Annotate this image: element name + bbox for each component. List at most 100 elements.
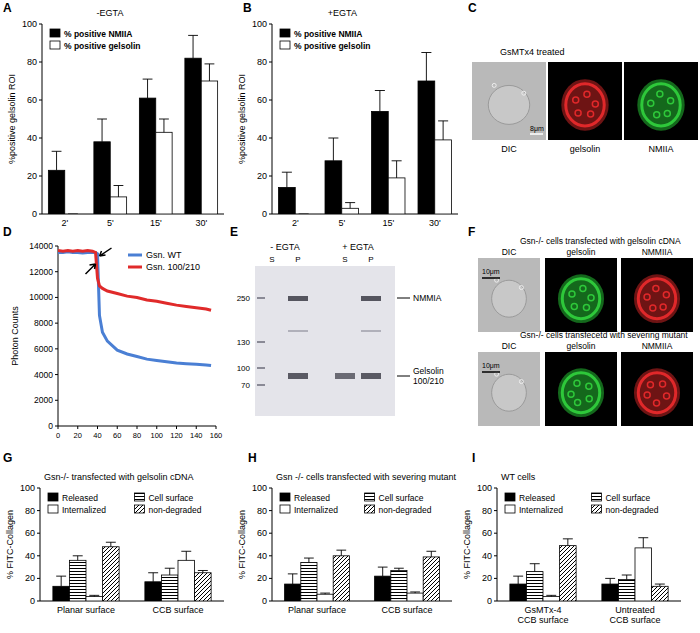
y-tick	[39, 138, 42, 139]
legend-swatch	[128, 254, 142, 257]
x-tick	[117, 426, 118, 429]
y-tick-label: 100	[22, 19, 37, 29]
legend-swatch	[505, 493, 515, 501]
panel-label: G	[3, 451, 12, 465]
y-tick-label: 100	[252, 483, 267, 493]
bar	[285, 584, 301, 601]
marker-label: 100	[237, 364, 251, 373]
cell	[558, 274, 604, 323]
lane-label: S	[342, 255, 347, 264]
x-tick-label: CCB surface	[152, 605, 203, 615]
error-bar	[106, 542, 116, 547]
gel-band	[361, 296, 381, 301]
x-tick-label: UntreatedCCB surface	[609, 605, 660, 625]
error-bar	[378, 567, 388, 576]
image-label: gelsolin	[570, 144, 601, 154]
ring	[592, 101, 598, 107]
bar	[110, 197, 126, 214]
x-tick-label: 40	[93, 431, 101, 440]
ring	[653, 285, 659, 291]
ring	[664, 393, 670, 399]
y-axis	[58, 246, 59, 426]
y-tick-label: 100	[477, 483, 492, 493]
y-tick-label: 40	[257, 133, 267, 143]
y-tick-label: 0	[262, 209, 267, 219]
bar	[69, 560, 86, 601]
ring	[568, 391, 574, 397]
error-bar	[52, 151, 62, 170]
gel-band	[361, 330, 381, 332]
particle	[495, 278, 499, 282]
ring	[586, 396, 592, 402]
legend-swatch	[48, 505, 58, 513]
bar	[652, 586, 669, 601]
cell-outline	[492, 374, 527, 411]
x-tick-label: Planar surface	[288, 605, 346, 615]
panel-title: Gsn-/- cells transfected with gelsolin c…	[520, 236, 681, 246]
legend-label: % positive gelsolin	[64, 41, 141, 51]
x-tick-label: Planar surface	[57, 605, 115, 615]
y-tick	[494, 601, 497, 602]
y-axis-label: %positive gelsolin ROI	[7, 74, 17, 164]
panel-label: D	[3, 225, 12, 239]
ring	[573, 97, 579, 103]
y-tick	[37, 510, 40, 511]
error-bar	[73, 556, 83, 561]
gel-band	[288, 296, 308, 301]
bar	[279, 187, 296, 214]
cell-edge	[638, 279, 675, 319]
y-tick-label: 80	[27, 57, 37, 67]
chart-title: +EGTA	[328, 8, 357, 18]
line-chart: 0200040006000800010000120001400002040608…	[10, 241, 222, 440]
error-bar	[288, 574, 298, 584]
error-bar	[328, 138, 338, 161]
band-pointer	[397, 298, 410, 299]
bar	[295, 214, 312, 215]
bar	[86, 596, 103, 601]
image-label: DIC	[502, 247, 517, 257]
condition-label: + EGTA	[342, 242, 374, 252]
arrow	[86, 264, 96, 274]
chart-title: Gsn -/- cells transfected with severing …	[276, 472, 457, 482]
chart-title: WT cells	[501, 472, 536, 482]
image-label: gelsolin	[567, 247, 596, 257]
x-tick-label: 100	[150, 431, 163, 440]
legend: Gsn. WTGsn. 100/210	[128, 250, 200, 272]
bar	[185, 58, 201, 214]
legend-label: Cell surface	[379, 493, 424, 503]
ring	[575, 399, 581, 405]
y-tick	[269, 138, 272, 139]
cell-edge	[638, 373, 675, 413]
image-bg	[545, 258, 617, 332]
bar	[201, 81, 217, 214]
ring	[657, 91, 663, 97]
error-bar	[181, 551, 191, 560]
label-line: Gelsolin	[413, 366, 444, 376]
image-label: gelsolin	[567, 341, 596, 351]
error-bar	[394, 568, 404, 570]
bar	[388, 178, 405, 214]
micrograph	[548, 62, 622, 140]
bar	[48, 170, 64, 214]
legend-swatch	[365, 505, 375, 513]
bar-chart: 020406080100Planar surfaceCCB surfaceGsn…	[5, 472, 224, 615]
legend-label: Gsn. 100/210	[146, 262, 200, 272]
ring	[588, 295, 594, 301]
x-tick	[97, 426, 98, 429]
y-tick	[269, 100, 272, 101]
y-tick-label: 80	[25, 506, 35, 516]
ladder-band	[257, 297, 265, 299]
cell	[561, 79, 608, 130]
lane-label: P	[295, 255, 300, 264]
y-tick-label: 14000	[29, 241, 53, 251]
micrograph	[621, 352, 693, 426]
x-tick-label: CCB surface	[381, 605, 432, 615]
panel-label: C	[468, 1, 477, 15]
line-series	[58, 252, 211, 366]
particle	[492, 83, 496, 87]
ring	[647, 382, 653, 388]
error-bar	[421, 53, 431, 82]
marks	[48, 35, 217, 214]
error-bar	[299, 214, 309, 215]
y-tick-label: 40	[25, 551, 35, 561]
